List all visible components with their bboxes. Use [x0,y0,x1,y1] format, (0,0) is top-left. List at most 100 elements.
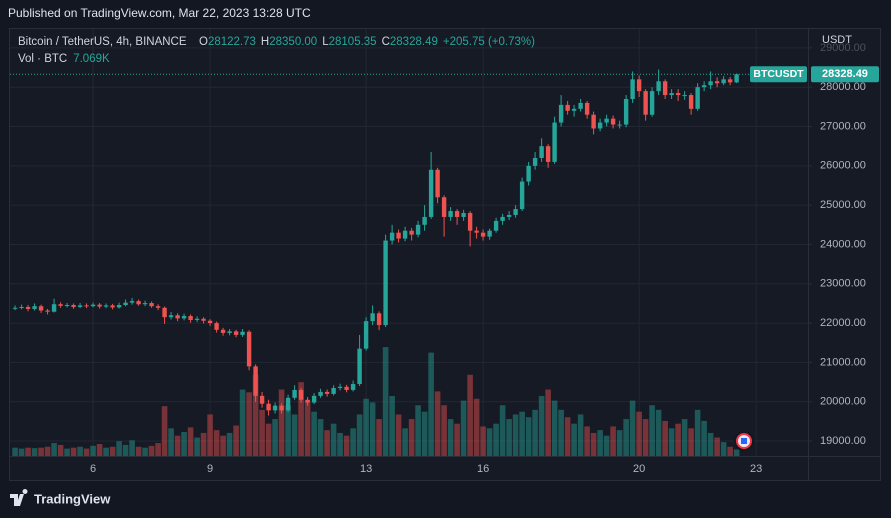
volume-bar [694,409,701,456]
volume-bar [298,382,304,456]
volume-bar [129,440,135,456]
candle-body [734,74,739,83]
candle-body [240,331,245,335]
volume-bar [441,405,447,456]
volume-bar [51,443,57,456]
ohlc-value: 28122.73 [208,36,256,48]
ohlc-value: 28328.49 [390,36,438,48]
candle-body [136,301,141,305]
volume-bar [707,432,714,456]
volume-bar [122,444,129,456]
candle-body [630,79,635,99]
ohlc-legend: O28122.73 H28350.00 L28105.35 C28328.49 +205… [199,36,535,48]
x-tick-label: 16 [477,463,489,475]
volume-bar [109,446,116,456]
axes: 19000.00 20000.00 21000.00 22000.00 23000.00… [10,42,879,475]
candle-body [623,98,629,125]
candle-body [259,395,265,404]
candle-body [597,122,603,129]
volume-bar [96,444,103,456]
volume-bar [454,423,460,456]
candle-body [441,197,447,217]
candles [12,69,739,416]
volume-bar [603,435,610,456]
volume-bar [220,435,226,456]
candle-body [383,240,388,326]
x-tick-label: 6 [90,463,96,475]
candle-body [545,146,551,162]
candle-body [422,216,427,225]
candle-body [604,118,609,123]
candle-body [19,306,24,308]
volume-value: 7.069K [73,53,110,65]
candle-body [103,305,109,307]
candle-body [643,91,648,115]
candle-body [45,310,50,312]
volume-bar [12,447,18,456]
candle-body [311,395,317,403]
candle-body [636,79,642,92]
volume-bar [642,419,649,456]
ohlc-value: 28350.00 [269,36,317,48]
event-flag-canton [741,438,747,444]
candle-body [51,304,57,312]
volume-bar [733,449,740,456]
candle-body [129,301,135,303]
candle-body [532,157,538,166]
candle-body [396,232,401,239]
volume-bar [681,419,688,456]
candle-body [454,211,460,217]
candle-body [12,307,18,309]
candle-body [448,211,453,217]
chart-frame [9,28,881,481]
volume-bar [662,420,668,456]
candle-body [155,306,161,308]
symbol-tag-box [750,66,807,83]
volume-bar [623,419,629,456]
candle-body [32,306,37,309]
candle-body [305,399,310,403]
y-tick-label: 20000.00 [820,396,866,408]
volume-bar [369,402,376,456]
candle-body [123,302,128,306]
volume-bar [200,432,207,456]
candle-body [324,391,330,394]
candle-body [474,230,479,233]
y-tick-label: 26000.00 [820,160,866,172]
volume-bar [558,409,564,456]
volume-bar [408,419,415,456]
volume-bar [25,447,31,456]
candle-body [110,305,115,308]
volume-bar [135,446,142,456]
candle-body [701,85,707,88]
candle-body [363,321,369,349]
volume-bar [18,448,25,456]
price-unit: USDT [822,34,852,46]
candle-body [721,79,726,84]
volume-legend: Vol · BTC 7.069K [18,53,110,65]
grid [10,29,808,456]
y-tick-label: 23000.00 [820,278,866,290]
candle-body [370,313,375,322]
x-tick-label: 13 [360,463,372,475]
candle-body [565,104,570,111]
volume-bar [363,398,369,456]
candle-body [669,93,674,96]
volume-bar [395,414,402,456]
candle-body [435,169,440,198]
volume-bar [265,423,272,456]
volume-bar [330,423,337,456]
volume-bar [83,448,90,456]
candle-body [168,315,174,318]
candle-body [337,386,343,388]
volume-bar [571,423,577,456]
candle-body [428,169,434,217]
candle-body [461,213,466,217]
volume-bar [356,414,363,456]
volume-bar [44,446,51,456]
volume-bar [31,448,38,456]
candle-body [90,304,96,307]
volume-bar [590,432,597,456]
volume-bar [233,425,239,456]
